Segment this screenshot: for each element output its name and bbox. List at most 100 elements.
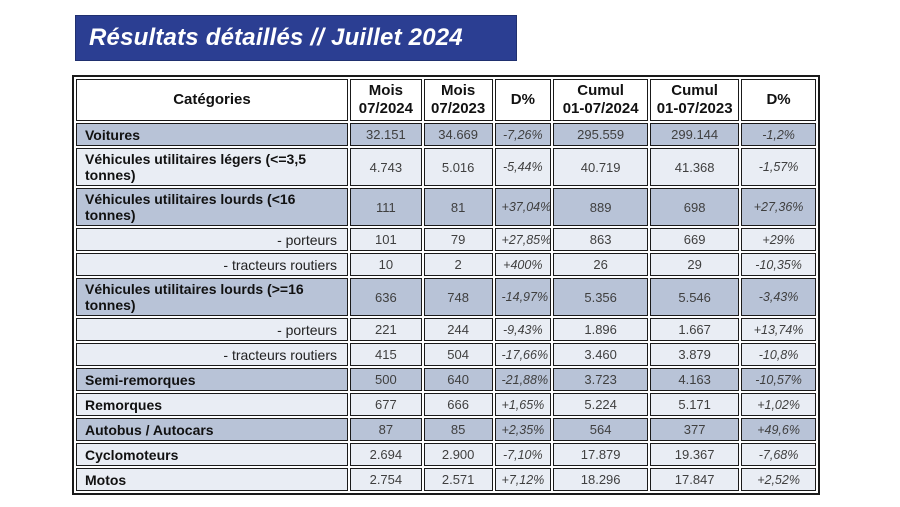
month-2024-cell: 101: [349, 228, 422, 251]
column-header-delta-month: D%: [494, 79, 552, 121]
month-2023-cell: 85: [423, 418, 493, 441]
table-row: Véhicules utilitaires lourds (<16 tonnes…: [76, 188, 816, 226]
cumul-2024-cell: 889: [553, 188, 649, 226]
month-2024-cell: 2.694: [349, 443, 422, 466]
month-2024-cell: 2.754: [349, 468, 422, 491]
month-2024-cell: 221: [349, 318, 422, 341]
cumul-2024-cell: 5.356: [553, 278, 649, 316]
table-row: Autobus / Autocars 87 85 +2,35% 564 377 …: [76, 418, 816, 441]
month-2024-cell: 677: [349, 393, 422, 416]
category-cell: - tracteurs routiers: [76, 253, 348, 276]
category-cell: Semi-remorques: [76, 368, 348, 391]
cumul-2023-cell: 19.367: [650, 443, 740, 466]
cumul-2023-cell: 3.879: [650, 343, 740, 366]
month-2024-cell: 500: [349, 368, 422, 391]
cumul-2024-cell: 564: [553, 418, 649, 441]
delta-cumul-cell: +13,74%: [741, 318, 816, 341]
results-table: Catégories Mois 07/2024 Mois 07/2023 D% …: [74, 77, 818, 493]
month-2023-cell: 5.016: [423, 148, 493, 186]
month-2024-cell: 87: [349, 418, 422, 441]
month-2023-cell: 640: [423, 368, 493, 391]
month-2024-cell: 10: [349, 253, 422, 276]
table-row: Motos 2.754 2.571 +7,12% 18.296 17.847 +…: [76, 468, 816, 491]
table-row: - tracteurs routiers 415 504 -17,66% 3.4…: [76, 343, 816, 366]
month-2024-cell: 415: [349, 343, 422, 366]
delta-month-cell: +2,35%: [494, 418, 552, 441]
delta-month-cell: -9,43%: [494, 318, 552, 341]
column-header-delta-cumul: D%: [741, 79, 816, 121]
delta-month-cell: -5,44%: [494, 148, 552, 186]
table-row: Semi-remorques 500 640 -21,88% 3.723 4.1…: [76, 368, 816, 391]
column-header-month-2023: Mois 07/2023: [423, 79, 493, 121]
delta-cumul-cell: -10,35%: [741, 253, 816, 276]
cumul-2024-cell: 3.460: [553, 343, 649, 366]
category-cell: Cyclomoteurs: [76, 443, 348, 466]
table-row: - tracteurs routiers 10 2 +400% 26 29 -1…: [76, 253, 816, 276]
month-2023-cell: 34.669: [423, 123, 493, 146]
delta-cumul-cell: -1,2%: [741, 123, 816, 146]
cumul-2023-cell: 5.171: [650, 393, 740, 416]
column-header-cumul-2023: Cumul 01-07/2023: [650, 79, 740, 121]
month-2023-cell: 666: [423, 393, 493, 416]
category-cell: Autobus / Autocars: [76, 418, 348, 441]
month-2023-cell: 244: [423, 318, 493, 341]
month-2023-cell: 79: [423, 228, 493, 251]
category-cell: - tracteurs routiers: [76, 343, 348, 366]
category-cell: Motos: [76, 468, 348, 491]
delta-month-cell: -7,10%: [494, 443, 552, 466]
cumul-2024-cell: 5.224: [553, 393, 649, 416]
delta-month-cell: +27,85%: [494, 228, 552, 251]
cumul-2024-cell: 863: [553, 228, 649, 251]
cumul-2024-cell: 17.879: [553, 443, 649, 466]
delta-cumul-cell: +49,6%: [741, 418, 816, 441]
month-2023-cell: 81: [423, 188, 493, 226]
column-header-categories: Catégories: [76, 79, 348, 121]
category-cell: Véhicules utilitaires légers (<=3,5 tonn…: [76, 148, 348, 186]
cumul-2024-cell: 40.719: [553, 148, 649, 186]
cumul-2024-cell: 1.896: [553, 318, 649, 341]
delta-cumul-cell: -10,8%: [741, 343, 816, 366]
table-row: Véhicules utilitaires légers (<=3,5 tonn…: [76, 148, 816, 186]
delta-cumul-cell: -7,68%: [741, 443, 816, 466]
cumul-2023-cell: 4.163: [650, 368, 740, 391]
cumul-2024-cell: 3.723: [553, 368, 649, 391]
category-cell: Remorques: [76, 393, 348, 416]
cumul-2023-cell: 299.144: [650, 123, 740, 146]
cumul-2023-cell: 5.546: [650, 278, 740, 316]
delta-cumul-cell: -10,57%: [741, 368, 816, 391]
cumul-2023-cell: 377: [650, 418, 740, 441]
month-2023-cell: 2.900: [423, 443, 493, 466]
category-cell: - porteurs: [76, 228, 348, 251]
delta-cumul-cell: -3,43%: [741, 278, 816, 316]
delta-month-cell: +37,04%: [494, 188, 552, 226]
month-2023-cell: 748: [423, 278, 493, 316]
title-banner: Résultats détaillés // Juillet 2024: [75, 15, 517, 61]
delta-cumul-cell: +1,02%: [741, 393, 816, 416]
delta-month-cell: +1,65%: [494, 393, 552, 416]
cumul-2024-cell: 26: [553, 253, 649, 276]
delta-month-cell: -7,26%: [494, 123, 552, 146]
column-header-month-2024: Mois 07/2024: [349, 79, 422, 121]
delta-cumul-cell: -1,57%: [741, 148, 816, 186]
delta-cumul-cell: +29%: [741, 228, 816, 251]
month-2024-cell: 32.151: [349, 123, 422, 146]
category-cell: Véhicules utilitaires lourds (>=16 tonne…: [76, 278, 348, 316]
delta-month-cell: -14,97%: [494, 278, 552, 316]
cumul-2023-cell: 1.667: [650, 318, 740, 341]
cumul-2023-cell: 41.368: [650, 148, 740, 186]
category-cell: - porteurs: [76, 318, 348, 341]
delta-cumul-cell: +27,36%: [741, 188, 816, 226]
month-2023-cell: 2.571: [423, 468, 493, 491]
cumul-2023-cell: 669: [650, 228, 740, 251]
delta-month-cell: +7,12%: [494, 468, 552, 491]
header-row: Catégories Mois 07/2024 Mois 07/2023 D% …: [76, 79, 816, 121]
table-row: Véhicules utilitaires lourds (>=16 tonne…: [76, 278, 816, 316]
delta-month-cell: -21,88%: [494, 368, 552, 391]
table-row: - porteurs 101 79 +27,85% 863 669 +29%: [76, 228, 816, 251]
cumul-2023-cell: 29: [650, 253, 740, 276]
cumul-2023-cell: 698: [650, 188, 740, 226]
delta-month-cell: +400%: [494, 253, 552, 276]
table-row: Cyclomoteurs 2.694 2.900 -7,10% 17.879 1…: [76, 443, 816, 466]
table-row: Voitures 32.151 34.669 -7,26% 295.559 29…: [76, 123, 816, 146]
table-row: - porteurs 221 244 -9,43% 1.896 1.667 +1…: [76, 318, 816, 341]
